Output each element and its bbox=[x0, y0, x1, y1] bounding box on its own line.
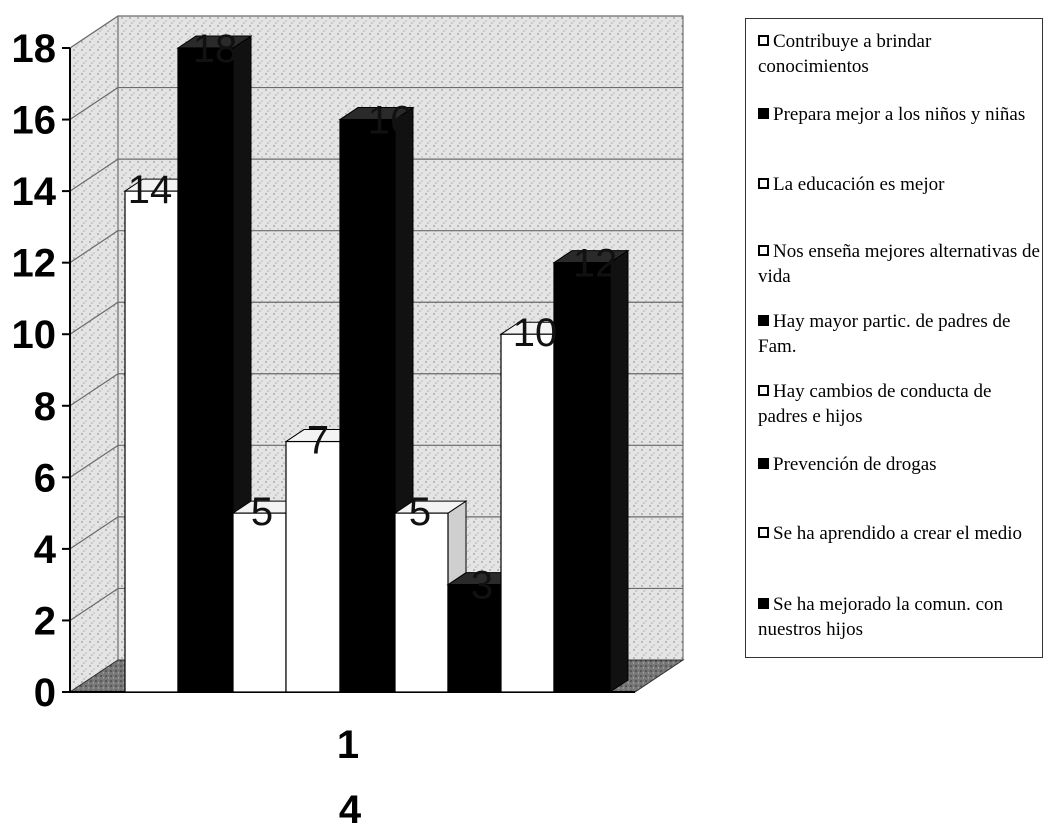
data-label: 14 bbox=[128, 168, 173, 212]
bar-front bbox=[553, 262, 611, 693]
gridline bbox=[69, 444, 119, 478]
legend-label: Hay mayor partic. de padres de Fam. bbox=[758, 311, 1011, 357]
y-tick-label: 6 bbox=[34, 456, 56, 500]
legend-label: Prepara mejor a los niños y niñas bbox=[773, 104, 1026, 125]
legend-label: Se ha mejorado la comun. con nuestros hi… bbox=[758, 594, 1004, 640]
y-tick-label: 16 bbox=[12, 99, 57, 143]
gridline bbox=[69, 230, 119, 264]
legend-label: Hay cambios de conducta de padres e hijo… bbox=[758, 381, 992, 427]
legend-swatch bbox=[758, 245, 769, 256]
data-label: 10 bbox=[513, 311, 558, 355]
legend-swatch bbox=[758, 108, 769, 119]
y-tick-label: 0 bbox=[34, 671, 56, 715]
gridline bbox=[69, 87, 119, 121]
legend-item: Hay mayor partic. de padres de Fam. bbox=[758, 309, 1040, 359]
legend-label: Prevención de drogas bbox=[773, 454, 937, 475]
bar-side bbox=[609, 249, 629, 693]
bar-9 bbox=[552, 249, 630, 693]
bar-front bbox=[447, 584, 502, 693]
bar-front bbox=[177, 47, 234, 693]
plot-wall-left bbox=[69, 15, 119, 693]
gridline bbox=[69, 516, 119, 550]
y-tick-label: 18 bbox=[12, 27, 57, 71]
bar-front bbox=[285, 440, 341, 693]
legend-swatch bbox=[758, 178, 769, 189]
data-label: 16 bbox=[368, 99, 413, 143]
y-tick-label: 2 bbox=[34, 599, 56, 643]
y-tick-label: 8 bbox=[34, 385, 56, 429]
category-sublabel: 4 bbox=[339, 788, 362, 832]
legend-item: Nos enseña mejores alternativas de vida bbox=[758, 239, 1040, 289]
bar-front bbox=[500, 333, 555, 693]
y-tick-label: 12 bbox=[12, 242, 57, 286]
data-label: 12 bbox=[573, 242, 618, 286]
legend-item: Se ha mejorado la comun. con nuestros hi… bbox=[758, 592, 1040, 642]
legend-item: Prevención de drogas bbox=[758, 452, 1040, 477]
legend-swatch bbox=[758, 458, 769, 469]
y-tick-label: 14 bbox=[12, 170, 57, 214]
data-label: 3 bbox=[471, 564, 493, 608]
data-label: 7 bbox=[307, 419, 329, 463]
y-tick-label: 4 bbox=[34, 528, 57, 572]
data-label: 5 bbox=[409, 490, 431, 534]
legend-label: Se ha aprendido a crear el medio bbox=[773, 523, 1022, 544]
legend-item: Hay cambios de conducta de padres e hijo… bbox=[758, 379, 1040, 429]
gridline bbox=[69, 301, 119, 335]
legend-label: Contribuye a brindar conocimientos bbox=[758, 31, 932, 77]
gridline bbox=[69, 587, 119, 621]
bars bbox=[123, 35, 630, 693]
bar-front bbox=[124, 190, 179, 693]
bar-front bbox=[394, 512, 449, 693]
legend-swatch bbox=[758, 598, 769, 609]
y-tick-label: 10 bbox=[12, 313, 57, 357]
gridline bbox=[69, 15, 119, 49]
gridline bbox=[69, 373, 119, 407]
bar-front bbox=[339, 118, 396, 693]
category-label: 1 bbox=[337, 723, 359, 767]
legend-item: La educación es mejor bbox=[758, 172, 1040, 197]
legend-item: Se ha aprendido a crear el medio bbox=[758, 521, 1040, 546]
legend-swatch bbox=[758, 527, 769, 538]
legend: Contribuye a brindar conocimientos Prepa… bbox=[745, 18, 1043, 658]
data-label: 18 bbox=[193, 27, 238, 71]
legend-item: Contribuye a brindar conocimientos bbox=[758, 29, 1040, 79]
bar-front bbox=[232, 512, 287, 693]
legend-swatch bbox=[758, 385, 769, 396]
gridline bbox=[69, 158, 119, 192]
legend-item: Prepara mejor a los niños y niñas bbox=[758, 102, 1040, 127]
legend-label: La educación es mejor bbox=[773, 174, 945, 195]
legend-label: Nos enseña mejores alternativas de vida bbox=[758, 241, 1040, 287]
legend-swatch bbox=[758, 35, 769, 46]
legend-swatch bbox=[758, 315, 769, 326]
data-label: 5 bbox=[251, 490, 273, 534]
